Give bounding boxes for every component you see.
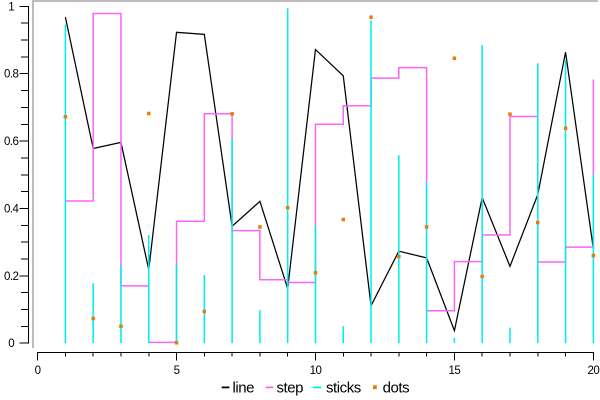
- svg-text:0: 0: [35, 365, 41, 377]
- svg-text:20: 20: [587, 365, 599, 377]
- svg-text:0.4: 0.4: [4, 203, 19, 215]
- svg-text:0.2: 0.2: [4, 271, 18, 283]
- svg-text:step: step: [277, 379, 304, 396]
- svg-text:0: 0: [8, 338, 14, 350]
- svg-text:dots: dots: [383, 379, 410, 396]
- svg-text:line: line: [233, 379, 255, 396]
- svg-text:10: 10: [310, 365, 322, 377]
- svg-text:15: 15: [449, 365, 461, 377]
- svg-text:sticks: sticks: [326, 379, 361, 396]
- svg-text:0.8: 0.8: [4, 69, 18, 81]
- svg-text:1: 1: [8, 1, 14, 13]
- svg-text:0.6: 0.6: [4, 136, 18, 148]
- svg-text:5: 5: [174, 365, 180, 377]
